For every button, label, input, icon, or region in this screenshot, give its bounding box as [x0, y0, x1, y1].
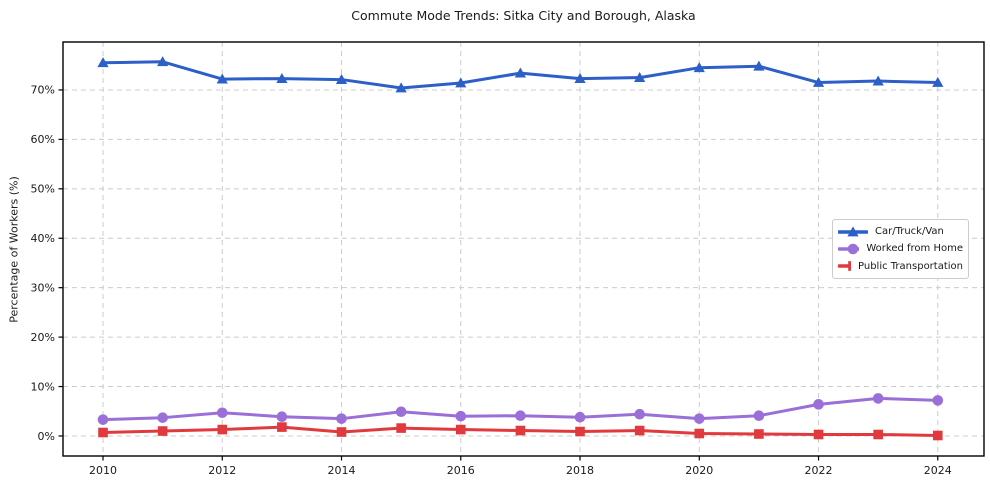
marker-worked-from-home [336, 413, 347, 424]
legend-marker-public-transportation [838, 261, 852, 272]
x-tick-label: 2012 [208, 464, 236, 477]
x-tick-label: 2022 [805, 464, 833, 477]
y-tick-label: 20% [31, 331, 55, 344]
marker-worked-from-home [634, 408, 645, 420]
marker-worked-from-home [455, 410, 467, 422]
plot-frame [62, 41, 985, 457]
marker-car-truck-van [395, 82, 407, 93]
marker-public-transportation [277, 422, 287, 432]
marker-worked-from-home [872, 393, 884, 404]
marker-car-truck-van [693, 62, 705, 73]
marker-worked-from-home [693, 413, 705, 424]
y-tick-label: 0% [38, 430, 55, 443]
marker-car-truck-van [753, 60, 765, 71]
marker-public-transportation [873, 429, 883, 440]
marker-public-transportation [694, 428, 705, 439]
marker-car-truck-van [812, 76, 825, 87]
marker-public-transportation [98, 427, 108, 438]
marker-car-truck-van [97, 57, 109, 68]
x-tick-label: 2020 [685, 464, 713, 477]
legend-label-car-truck-van: Car/Truck/Van [875, 226, 944, 238]
marker-worked-from-home [932, 395, 944, 406]
marker-worked-from-home [753, 410, 765, 422]
legend-marker-car-truck-van [838, 226, 868, 237]
y-tick-label: 70% [31, 84, 55, 97]
marker-car-truck-van [932, 76, 944, 87]
legend-item-car-truck-van: Car/Truck/Van [838, 224, 963, 240]
marker-car-truck-van [872, 75, 884, 86]
legend-item-worked-from-home: Worked from Home [838, 241, 963, 257]
marker-public-transportation [754, 429, 764, 439]
marker-worked-from-home [157, 412, 168, 423]
marker-public-transportation [634, 425, 645, 436]
marker-car-truck-van [157, 56, 169, 67]
marker-public-transportation [217, 424, 228, 435]
marker-worked-from-home [97, 414, 109, 425]
legend-item-public-transportation: Public Transportation [838, 258, 963, 274]
marker-public-transportation [396, 423, 406, 433]
y-tick-label: 10% [31, 380, 55, 393]
x-tick-label: 2010 [89, 464, 117, 477]
marker-worked-from-home [813, 399, 824, 410]
legend-label-public-transportation: Public Transportation [858, 260, 963, 272]
marker-car-truck-van [514, 67, 526, 78]
marker-worked-from-home [515, 410, 526, 422]
marker-public-transportation [336, 427, 347, 437]
marker-public-transportation [848, 261, 852, 272]
marker-worked-from-home [847, 243, 859, 255]
marker-car-truck-van [847, 226, 859, 237]
marker-worked-from-home [574, 411, 586, 423]
legend: Car/Truck/Van Worked from Home Public Tr… [832, 219, 969, 279]
marker-car-truck-van [574, 72, 586, 83]
y-tick-label: 40% [31, 232, 55, 245]
marker-worked-from-home [216, 407, 228, 419]
y-tick-label: 30% [31, 281, 55, 294]
marker-public-transportation [575, 426, 585, 437]
x-tick-label: 2018 [566, 464, 594, 477]
y-tick-label: 60% [31, 133, 55, 146]
marker-public-transportation [455, 424, 466, 435]
marker-car-truck-van [216, 73, 228, 84]
x-tick-label: 2024 [924, 464, 952, 477]
x-tick-label: 2014 [328, 464, 356, 477]
chart-title: Commute Mode Trends: Sitka City and Boro… [351, 8, 696, 23]
marker-worked-from-home [395, 406, 407, 418]
legend-marker-worked-from-home [838, 243, 860, 255]
marker-worked-from-home [276, 411, 288, 423]
marker-public-transportation [932, 430, 943, 441]
marker-car-truck-van [634, 71, 646, 82]
x-tick-label: 2016 [447, 464, 475, 477]
y-tick-label: 50% [31, 183, 55, 196]
marker-public-transportation [813, 429, 824, 440]
marker-public-transportation [157, 426, 168, 436]
marker-public-transportation [515, 425, 526, 436]
marker-car-truck-van [276, 72, 288, 83]
marker-car-truck-van [455, 77, 467, 88]
marker-car-truck-van [335, 73, 348, 84]
legend-label-worked-from-home: Worked from Home [866, 243, 963, 255]
